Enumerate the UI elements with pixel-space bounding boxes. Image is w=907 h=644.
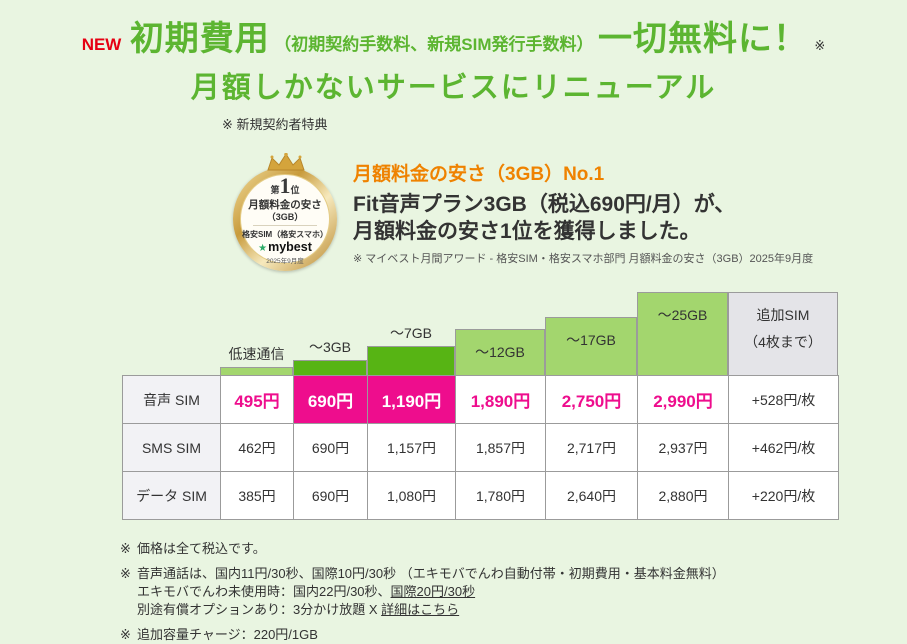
medal-rank-prefix: 第 (270, 184, 280, 195)
column-header-3gb: ～3GB (293, 337, 367, 376)
column-label: ～7GB (389, 325, 432, 342)
price-cell: 1,157円 (368, 424, 456, 473)
hero: NEW 初期費用 （初期契約手数料、新規SIM発行手数料） 一切無料に！ ※ 月… (0, 0, 907, 133)
footnotes: ※ 価格は全て税込です。 ※ 音声通話は、国内11円/30秒、国際10円/30秒… (120, 540, 907, 644)
price-cell-highlighted: 690円 (294, 376, 368, 425)
price-cell: +462円/枚 (729, 424, 839, 473)
hero-title-asterisk: ※ (814, 38, 826, 53)
column-label: ～12GB (475, 344, 525, 361)
medal-rank-suffix: 位 (290, 184, 300, 195)
price-cell-highlighted: 1,190円 (368, 376, 456, 425)
crown-icon (233, 152, 339, 171)
price-table: 音声 SIM 495円 690円 1,190円 1,890円 2,750円 2,… (122, 375, 839, 521)
stair-block (220, 367, 293, 376)
footnote-line3-pre: 別途有償オプションあり：3分かけ放題 X (137, 602, 382, 618)
price-cell: 1,857円 (456, 424, 546, 473)
price-cell: +528円/枚 (729, 376, 839, 425)
stair-block (293, 360, 367, 376)
footnote-text: 価格は全て税込です。 (137, 541, 266, 557)
hero-title: NEW 初期費用 （初期契約手数料、新規SIM発行手数料） 一切無料に！ ※ (0, 20, 907, 59)
stair-block: ～12GB (455, 329, 545, 376)
hero-note: ※ 新規契約者特典 (222, 117, 328, 133)
footnote-line2-pre: エキモバでんわ未使用時：国内22円/30秒、 (137, 584, 391, 600)
note-marker: ※ (120, 627, 131, 643)
award-medal: 第1位 月額料金の安さ （3GB） 格安SIM（格安スマホ） ★mybest 2… (233, 152, 339, 272)
stair-block: 追加SIM （4枚まで） (728, 292, 838, 376)
note-marker: ※ (120, 566, 131, 582)
footnote-line1: 音声通話は、国内11円/30秒、国際10円/30秒 （エキモバでんわ自動付帯・初… (137, 566, 725, 582)
mybest-wordmark: mybest (268, 240, 312, 255)
medal-face: 第1位 月額料金の安さ （3GB） 格安SIM（格安スマホ） ★mybest 2… (240, 172, 330, 266)
price-cell: 462円 (221, 424, 294, 473)
note-marker: ※ (120, 541, 131, 557)
hero-title-part2: 一切無料に！ (597, 20, 808, 58)
row-label-data-sim: データ SIM (123, 472, 221, 521)
column-header-extra-sim: 追加SIM （4枚まで） (728, 292, 838, 376)
price-cell: 2,717円 (546, 424, 638, 473)
price-cell: 2,990円 (638, 376, 729, 425)
column-label: 追加SIM (756, 307, 810, 324)
price-cell: 2,640円 (546, 472, 638, 521)
award-text: 月額料金の安さ（3GB）No.1 Fit音声プラン3GB（税込690円/月）が、… (353, 153, 813, 271)
column-header-7gb: ～7GB (367, 323, 455, 376)
price-cell: 495円 (221, 376, 294, 425)
row-label-voice-sim: 音声 SIM (123, 376, 221, 425)
plan-header-stairs: 低速通信 ～3GB ～7GB ～12GB ～17GB (220, 287, 839, 376)
stair-block: ～17GB (545, 317, 637, 376)
footnote-text: 音声通話は、国内11円/30秒、国際10円/30秒 （エキモバでんわ自動付帯・初… (137, 565, 725, 619)
footnote-tax: ※ 価格は全て税込です。 (120, 540, 907, 558)
medal-period: 2025年9月度 (266, 258, 304, 266)
footnote-voice-call: ※ 音声通話は、国内11円/30秒、国際10円/30秒 （エキモバでんわ自動付帯… (120, 565, 907, 619)
price-cell: 690円 (294, 472, 368, 521)
price-cell: 385円 (221, 472, 294, 521)
mybest-logo: ★mybest (258, 240, 312, 255)
column-label: ～17GB (566, 332, 616, 349)
hero-subtitle: 月額しかないサービスにリニューアル (190, 72, 717, 105)
hero-title-paren: （初期契約手数料、新規SIM発行手数料） (274, 35, 594, 54)
pricing-table-section: 低速通信 ～3GB ～7GB ～12GB ～17GB (122, 287, 839, 521)
medal-rank-number: 1 (279, 172, 291, 198)
column-header-17gb: ～17GB (545, 317, 637, 376)
medal-rank: 第1位 (270, 172, 300, 198)
stair-block: ～25GB (637, 292, 728, 376)
hero-title-part1: 初期費用 (129, 20, 270, 58)
column-label-sub: （4枚まで） (744, 334, 822, 351)
medal-category-sub: （3GB） (266, 211, 304, 222)
award-body-line2: 月額料金の安さ1位を獲得しました。 (353, 220, 701, 244)
price-cell: 690円 (294, 424, 368, 473)
details-link[interactable]: 詳細はこちら (381, 602, 460, 618)
price-cell: 2,937円 (638, 424, 729, 473)
price-cell: +220円/枚 (729, 472, 839, 521)
footnote-line2-underlined: 国際20円/30秒 (390, 584, 476, 600)
column-label: ～25GB (657, 307, 708, 324)
price-cell: 1,780円 (456, 472, 546, 521)
column-label: ～3GB (308, 339, 351, 356)
column-header-low-speed: 低速通信 (220, 344, 293, 376)
price-cell: 1,890円 (456, 376, 546, 425)
star-icon: ★ (258, 243, 268, 255)
medal-ring: 第1位 月額料金の安さ （3GB） 格安SIM（格安スマホ） ★mybest 2… (233, 167, 337, 272)
column-header-25gb: ～25GB (637, 292, 728, 376)
stair-block (367, 346, 455, 376)
award-note: ※ マイベスト月間アワード - 格安SIM・格安スマホ部門 月額料金の安さ（3G… (353, 253, 814, 266)
award-section: 第1位 月額料金の安さ （3GB） 格安SIM（格安スマホ） ★mybest 2… (233, 152, 907, 272)
new-badge: NEW (81, 35, 122, 54)
footnote-data-charge: ※ 追加容量チャージ：220円/1GB (120, 626, 907, 644)
award-body-line1: Fit音声プラン3GB（税込690円/月）が、 (353, 192, 736, 216)
price-cell: 2,750円 (546, 376, 638, 425)
row-label-sms-sim: SMS SIM (123, 424, 221, 473)
medal-segment: 格安SIM（格安スマホ） (242, 230, 328, 240)
price-cell: 2,880円 (638, 472, 729, 521)
footnote-text: 追加容量チャージ：220円/1GB (137, 627, 318, 643)
column-header-12gb: ～12GB (455, 329, 545, 376)
medal-category: 月額料金の安さ (248, 198, 322, 211)
price-cell: 1,080円 (368, 472, 456, 521)
award-heading: 月額料金の安さ（3GB）No.1 (353, 164, 605, 186)
column-label: 低速通信 (228, 346, 285, 363)
award-body: Fit音声プラン3GB（税込690円/月）が、 月額料金の安さ1位を獲得しました… (353, 191, 813, 246)
medal-divider (253, 225, 317, 227)
